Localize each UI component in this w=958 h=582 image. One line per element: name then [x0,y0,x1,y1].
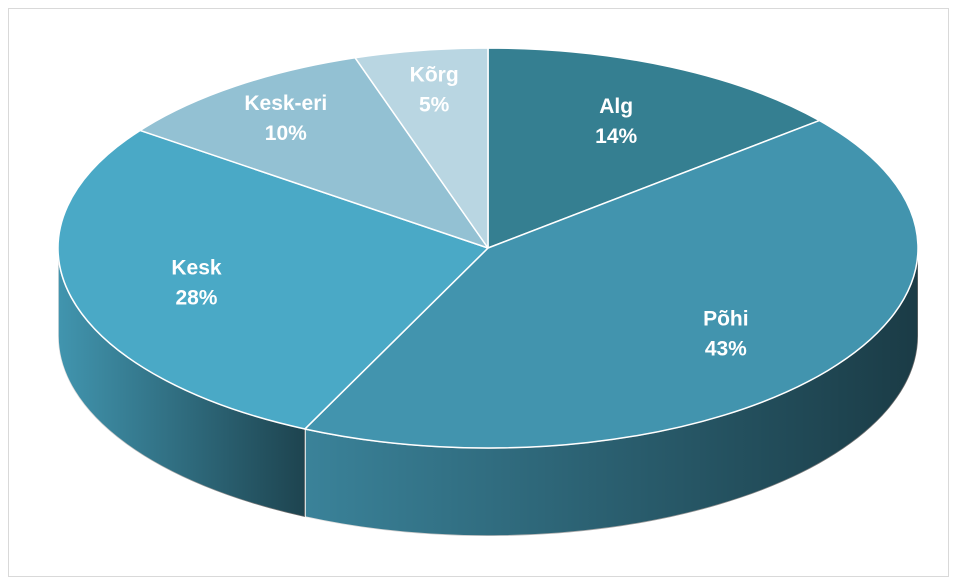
slice-side-shade [58,248,305,517]
slice-label: Kesk-eri [244,92,327,115]
slice [304,119,919,449]
slice-label: Kõrg [410,64,459,87]
slice-value-label: 43% [705,337,747,360]
slice-value-label: 14% [595,125,637,148]
slice-side-shade [304,248,918,536]
slice-label: Kesk [171,256,222,279]
slice-value-label: 10% [265,122,307,145]
slice [57,129,489,430]
slice-label: Alg [599,95,633,118]
slice-value-label: 5% [419,94,450,117]
slice [354,47,489,249]
slice [139,57,489,249]
slice-label: Põhi [703,307,749,330]
slice-value-label: 28% [175,286,217,309]
slice [487,47,821,249]
